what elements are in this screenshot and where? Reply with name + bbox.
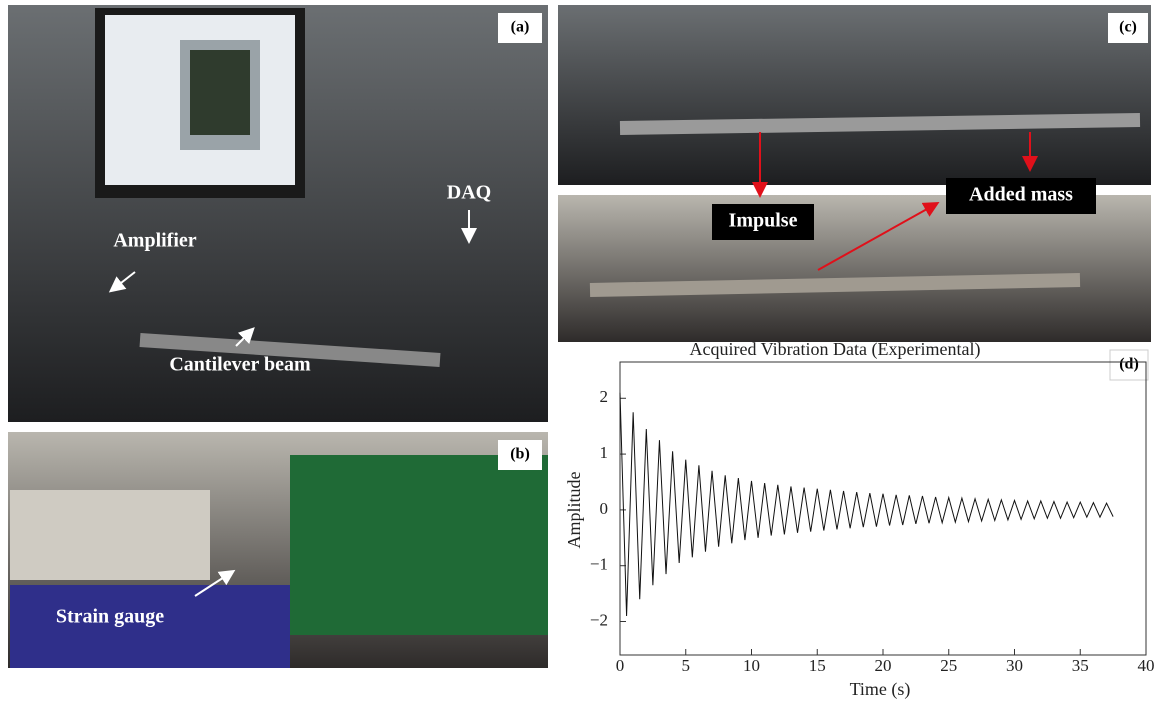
chart-title: Acquired Vibration Data (Experimental)	[690, 339, 981, 360]
beam	[620, 120, 1140, 128]
signal-line	[620, 393, 1113, 616]
plot-frame	[620, 362, 1146, 655]
x-tick-label: 10	[743, 656, 760, 675]
panel-tag: (c)	[1119, 19, 1137, 36]
y-axis-label: Amplitude	[564, 471, 584, 548]
x-tick-label: 35	[1072, 656, 1089, 675]
figure: (a) DAQ Amplifier Cantilever beam (b) St…	[0, 0, 1159, 704]
x-tick-label: 25	[940, 656, 957, 675]
x-tick-label: 20	[875, 656, 892, 675]
photo-c-top	[558, 5, 1151, 185]
x-tick-label: 30	[1006, 656, 1023, 675]
y-tick-label: 0	[600, 499, 609, 518]
x-axis-label: Time (s)	[850, 679, 911, 700]
label: Strain gauge	[56, 606, 164, 628]
panel-tag: (b)	[510, 446, 530, 463]
ruler	[10, 490, 210, 580]
y-tick-label: 2	[600, 387, 609, 406]
label: Added mass	[969, 184, 1073, 206]
panel-tag: (a)	[511, 19, 530, 36]
label: Cantilever beam	[169, 354, 311, 376]
page: {"panels": { "a": {"tag": "(a)", "labels…	[0, 0, 1159, 704]
x-tick-label: 5	[682, 656, 691, 675]
x-tick-label: 15	[809, 656, 826, 675]
x-tick-label: 0	[616, 656, 625, 675]
label: Amplifier	[113, 230, 196, 252]
x-tick-label: 40	[1138, 656, 1155, 675]
circuit-board	[290, 455, 548, 635]
panel-tag: (d)	[1119, 356, 1139, 373]
y-tick-label: 1	[600, 443, 609, 462]
plot-window	[190, 50, 250, 135]
label: DAQ	[447, 182, 491, 204]
beam	[590, 280, 1080, 290]
label: Impulse	[729, 210, 798, 232]
photo-c-bottom	[558, 195, 1151, 342]
y-tick-label: −2	[590, 610, 608, 629]
plot: 0 5 10 15 20 25 30 35 40 −2 −1 0 1 2	[590, 362, 1155, 675]
y-tick-label: −1	[590, 555, 608, 574]
